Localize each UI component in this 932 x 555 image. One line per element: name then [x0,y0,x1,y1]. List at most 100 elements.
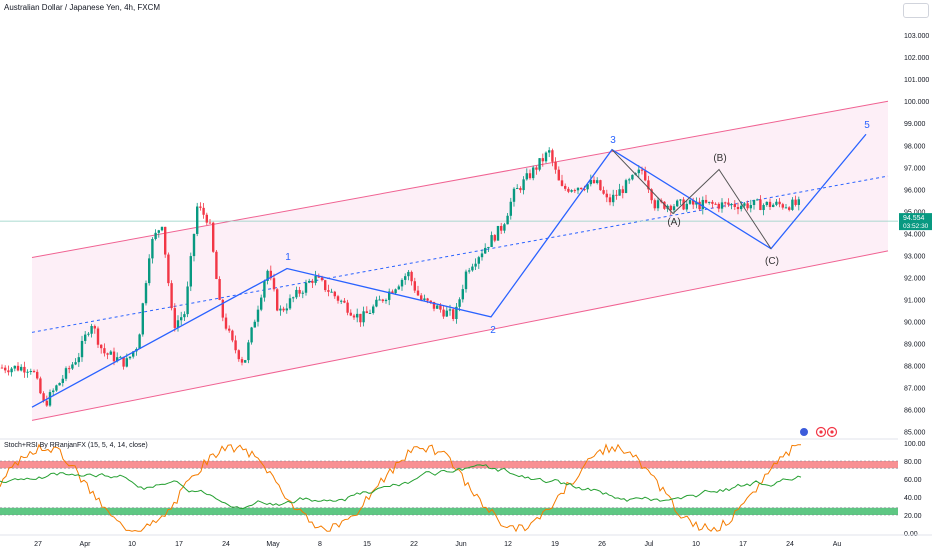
candle-body [0,367,4,369]
candle-body [448,309,452,311]
candle-body [378,299,381,301]
candle-body [128,356,132,359]
candle-body [32,370,36,372]
candle-body [704,199,708,203]
channel-upper-line [31,100,889,259]
candle-body [93,326,96,329]
candle-body [266,270,269,281]
candle-body [324,280,327,291]
candle-body [720,202,724,209]
candle-body [653,200,656,209]
candle-body [260,297,263,310]
time-tick-label: Au [833,541,842,548]
candle-body [199,206,202,208]
candle-body [768,201,772,208]
candle-body [624,180,628,193]
price-tick-label: 91.000 [904,297,926,304]
candle-body [84,334,87,341]
time-tick-label: 17 [739,541,747,548]
candle-body [509,201,512,216]
wave-label-3: 3 [610,135,616,146]
rsi-line [0,464,802,510]
candle-body [173,308,176,328]
candle-body [272,278,276,290]
price-tick-label: 100.000 [904,99,929,106]
candle-body [506,215,509,225]
candle-body [647,180,650,190]
time-tick-label: May [266,541,280,548]
wave-label-2: 2 [490,325,496,336]
candle-body [474,263,477,267]
candle-body [416,290,420,296]
candle-body [564,185,567,189]
overbought-zone [0,461,898,469]
price-tick-label: 99.000 [904,121,926,128]
candle-body [356,313,359,318]
candle-body [644,170,647,181]
candle-body [500,225,503,231]
candle-body [679,199,682,201]
chart-settings-button[interactable] [903,3,929,18]
candle-body [196,206,199,234]
candle-body [381,299,384,302]
candle-body [727,202,730,205]
candle-body [663,201,666,209]
candle-body [797,199,800,205]
candle-body [532,167,535,179]
candle-body [202,207,205,215]
time-tick-label: 10 [128,541,136,548]
candle-body [52,390,55,393]
event-icon [815,426,827,438]
candle-body [538,158,541,170]
candle-body [151,239,154,259]
candle-body [340,300,343,302]
candle-body [176,320,180,328]
candle-body [391,291,394,294]
candle-body [730,203,733,205]
candle-body [503,224,506,231]
candle-body [112,351,116,362]
candle-body [516,188,519,190]
candle-body [192,233,196,257]
candle-body [740,205,743,210]
candle-body [132,351,135,357]
candle-body [708,201,711,203]
candle-body [525,173,528,180]
symbol-title[interactable]: Australian Dollar / Japanese Yen, 4h, FX… [4,3,161,12]
indicator-tick-label: 80.00 [904,459,922,466]
price-tick-label: 88.000 [904,363,926,370]
price-tick-label: 85.000 [904,429,926,436]
candle-body [87,333,90,335]
time-tick-label: 8 [318,541,322,548]
candle-body [461,289,464,300]
candle-body [80,340,84,358]
candle-body [628,179,631,181]
candle-body [544,152,548,162]
candle-body [64,368,68,379]
indicator-label[interactable]: Stoch+RSI By RRanjanFX (15, 5, 4, 14, cl… [4,442,148,449]
candle-body [359,313,362,323]
candle-body [439,305,442,310]
candle-body [77,357,80,363]
time-tick-label: 12 [504,541,512,548]
elliott-impulse-path [31,133,867,408]
candle-body [45,400,48,406]
candle-body [592,179,596,184]
candle-body [407,271,410,277]
candle-body [586,184,589,190]
candle-body [263,280,266,298]
candle-body [167,254,170,284]
candle-body [138,334,141,349]
candle-body [522,179,525,191]
candle-body [298,289,301,294]
candle-body [343,300,346,303]
time-tick-label: 19 [551,541,559,548]
time-tick-label: 17 [175,541,183,548]
candle-body [519,188,522,191]
candle-body [717,203,720,209]
candle-body [615,194,618,196]
candle-body [701,199,704,210]
candle-body [743,203,746,206]
candle-body [234,340,237,351]
